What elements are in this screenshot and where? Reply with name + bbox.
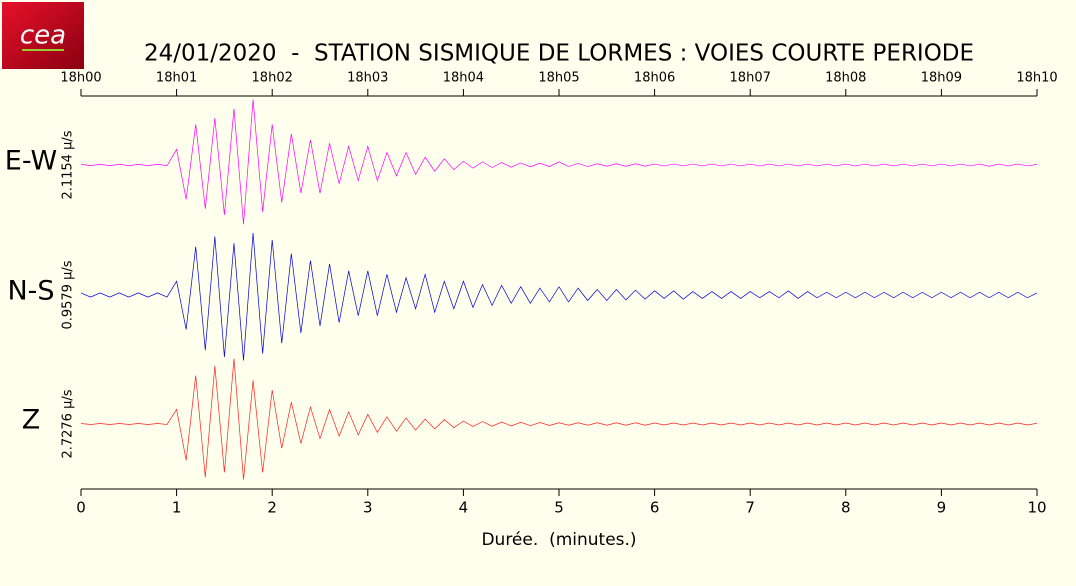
waveform bbox=[80, 232, 1038, 361]
scale-label: 0.9579 µ/s bbox=[61, 260, 76, 329]
x2-tick-label: 18h07 bbox=[730, 71, 771, 86]
x-tick-label: 6 bbox=[650, 499, 660, 517]
waveform bbox=[80, 358, 1038, 480]
x-tick-label: 0 bbox=[76, 499, 86, 517]
x2-tick-label: 18h04 bbox=[443, 71, 484, 86]
x-tick-label: 3 bbox=[363, 499, 373, 517]
x2-tick-label: 18h10 bbox=[1016, 71, 1057, 86]
x2-tick-label: 18h06 bbox=[634, 71, 675, 86]
x2-tick-label: 18h00 bbox=[60, 71, 101, 86]
x2-tick-label: 18h02 bbox=[252, 71, 293, 86]
x2-tick-label: 18h05 bbox=[538, 71, 579, 86]
x2-tick-label: 18h01 bbox=[156, 71, 197, 86]
logo-text: cea bbox=[20, 21, 66, 51]
x2-tick-label: 18h03 bbox=[347, 71, 388, 86]
x2-tick-label: 18h08 bbox=[825, 71, 866, 86]
x-tick-label: 5 bbox=[554, 499, 564, 517]
x-tick-label: 4 bbox=[459, 499, 469, 517]
x-tick-label: 10 bbox=[1027, 499, 1046, 517]
waveform bbox=[80, 99, 1038, 225]
x2-tick-label: 18h09 bbox=[921, 71, 962, 86]
chart-title: 24/01/2020 - STATION SISMIQUE DE LORMES … bbox=[144, 41, 974, 67]
logo-box bbox=[2, 2, 84, 69]
scale-label: 2.7276 µ/s bbox=[61, 389, 76, 458]
x-tick-label: 9 bbox=[937, 499, 947, 517]
x-tick-label: 2 bbox=[267, 499, 277, 517]
channel-name: Z bbox=[22, 405, 41, 436]
scale-label: 2.1154 µ/s bbox=[61, 130, 76, 199]
channel-name: E-W bbox=[5, 146, 57, 177]
x-tick-label: 8 bbox=[841, 499, 851, 517]
x-tick-label: 1 bbox=[172, 499, 182, 517]
x-axis-label: Durée. (minutes.) bbox=[481, 530, 636, 550]
channel-name: N-S bbox=[7, 276, 54, 307]
x-tick-label: 7 bbox=[745, 499, 755, 517]
